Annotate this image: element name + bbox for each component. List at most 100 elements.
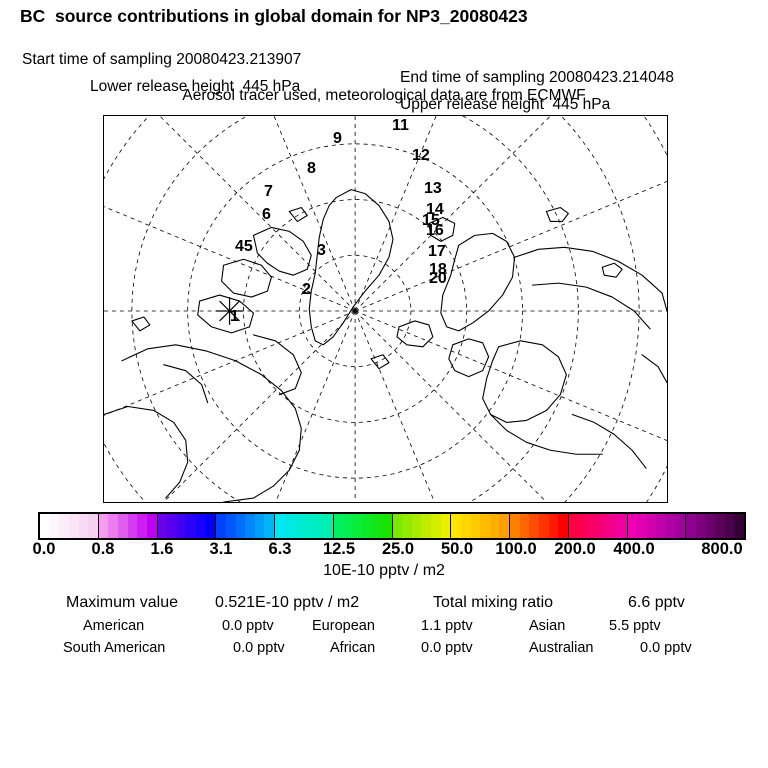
colorbar-band [323,514,333,538]
colorbar-band [196,514,206,538]
trajectory-point-label: 2 [302,281,311,298]
colorbar-unit-label: 10E-10 pptv / m2 [323,562,445,579]
release-height-upper-text: Upper release height 445 hPa [400,96,611,113]
map-panel[interactable]: 1 2 3 45 6 7 8 9 11 12 13 14 15 16 17 18 20 [103,115,668,503]
colorbar-band [724,514,735,538]
trajectory-point-label: 17 [428,243,446,260]
colorbar-band [275,514,285,538]
trajectory-point-label: 12 [412,147,430,164]
colorbar-band [402,514,412,538]
colorbar-band [646,514,657,538]
colorbar-band [519,514,530,538]
total-mixing-ratio-label: Total mixing ratio [433,594,554,611]
colorbar-segment [216,514,275,538]
colorbar-band [235,514,246,538]
colorbar-band [510,514,520,538]
colorbar-band [675,514,686,538]
colorbar-band [225,514,236,538]
source-value-european: 1.1 pptv [421,618,473,634]
colorbar-band [303,514,314,538]
source-label-asian: Asian [529,618,566,634]
colorbar-band [98,514,109,538]
colorbar-segment [568,514,628,538]
trajectory-point-label: 7 [264,183,273,200]
colorbar-tick-label: 200.0 [554,540,596,558]
maximum-value-value: 0.521E-10 pptv / m2 [215,594,360,611]
colorbar-band [538,514,549,538]
tracer-meteorology-text: Aerosol tracer used, meteorological data… [182,87,586,104]
colorbar-band [245,514,255,538]
colorbar-band [118,514,128,538]
colorbar-band [460,514,471,538]
colorbar-band [381,514,392,538]
trajectory-point-label: 11 [392,117,409,134]
colorbar-tick-label: 400.0 [613,540,655,558]
colorbar-band [705,514,716,538]
colorbar-band [627,514,638,538]
colorbar-tick-labels: 0.0 0.8 1.6 3.1 6.3 12.5 25.0 50.0 100.0 200.0 400… [0,540,768,562]
colorbar-band [157,514,168,538]
colorbar-band [294,514,304,538]
colorbar-band [49,514,60,538]
colorbar-band [558,514,568,538]
colorbar-band [597,514,608,538]
colorbar-tick-label: 3.1 [209,540,233,558]
trajectory-point-label: 8 [307,160,316,177]
colorbar-band [254,514,265,538]
colorbar-tick-label: 25.0 [381,540,415,558]
colorbar-band [343,514,353,538]
trajectory-point-label: 6 [262,206,271,223]
colorbar-band [411,514,422,538]
colorbar-tick-label: 800.0 [701,540,743,558]
source-value-american: 0.0 pptv [222,618,274,634]
colorbar-band [588,514,598,538]
colorbar-segment [275,514,334,538]
colorbar-band [440,514,451,538]
source-value-asian: 5.5 pptv [609,618,661,634]
colorbar[interactable] [38,512,746,540]
colorbar-band [666,514,676,538]
sampling-time-row: Start time of sampling 20080423.213907 E… [0,33,768,105]
colorbar-tick-label: 0.8 [91,540,115,558]
stats-row-summary: Maximum value 0.521E-10 pptv / m2 Total … [0,594,768,616]
trajectory-point-label: 14 [426,201,444,218]
colorbar-tick-label: 12.5 [322,540,356,558]
colorbar-band [186,514,196,538]
release-point-marker [215,297,244,325]
stats-row-sources-2: South American 0.0 pptv African 0.0 pptv… [0,640,768,662]
colorbar-band [284,514,295,538]
colorbar-band [40,514,50,538]
colorbar-band [451,514,461,538]
source-label-african: African [330,640,376,656]
colorbar-band [734,514,744,538]
colorbar-band [333,514,344,538]
trajectory-point-label: 20 [429,270,447,287]
trajectory-point-label: 3 [317,242,326,259]
source-value-south-american: 0.0 pptv [233,640,285,656]
colorbar-band [499,514,509,538]
colorbar-band [656,514,666,538]
colorbar-band [362,514,373,538]
colorbar-tick-label: 100.0 [495,540,537,558]
colorbar-band [616,514,627,538]
colorbar-band [529,514,539,538]
source-value-australian: 0.0 pptv [640,640,692,656]
colorbar-band [686,514,696,538]
latitude-circles [104,116,667,502]
colorbar-band [216,514,226,538]
colorbar-band [715,514,725,538]
trajectory-point-label: 9 [333,130,342,147]
release-height-lower-text: Lower release height 445 hPa [90,78,301,95]
colorbar-segment [98,514,158,538]
source-value-african: 0.0 pptv [421,640,473,656]
colorbar-band [607,514,617,538]
coastlines [104,189,667,502]
colorbar-band [137,514,147,538]
colorbar-band [578,514,588,538]
colorbar-band [392,514,403,538]
colorbar-band [108,514,118,538]
colorbar-segment [157,514,217,538]
colorbar-band [167,514,177,538]
trajectory-point-label: 1 [230,308,239,325]
colorbar-tick-label: 50.0 [440,540,474,558]
